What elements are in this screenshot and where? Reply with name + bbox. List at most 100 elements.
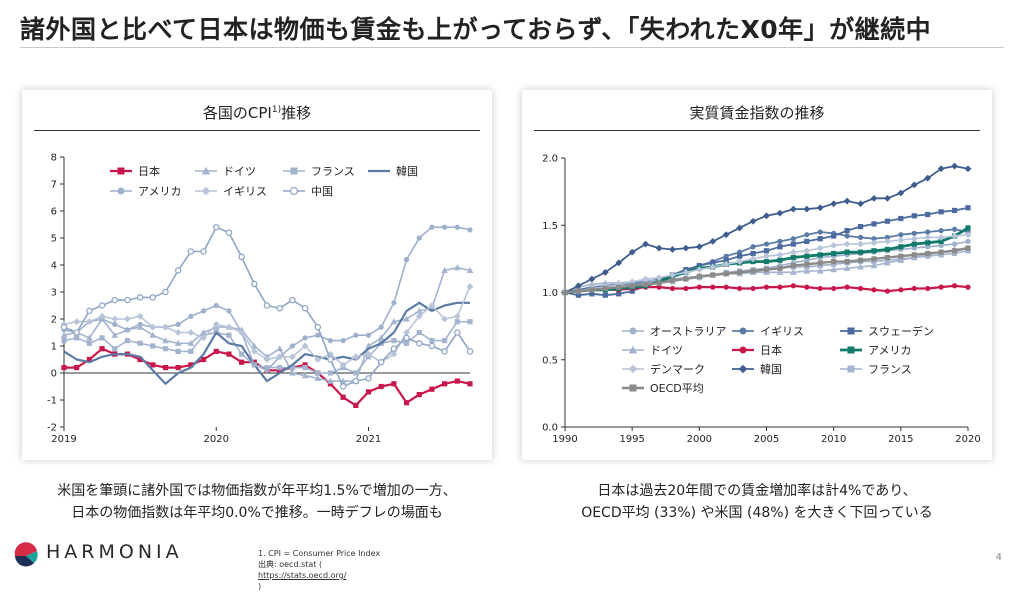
data-point — [709, 237, 717, 245]
data-point — [628, 248, 636, 256]
data-point — [817, 236, 823, 242]
data-point — [124, 327, 131, 333]
data-point — [642, 240, 649, 248]
data-point — [736, 224, 744, 232]
data-point — [925, 253, 931, 259]
legend-label: デンマーク — [650, 362, 705, 376]
cpi-caption-line-1: 米国を筆頭に諸外国では物価指数が年平均1.5%で増加の一方、 — [57, 483, 457, 499]
data-point — [924, 174, 932, 182]
data-point — [965, 225, 971, 231]
legend-label: 日本 — [138, 164, 160, 178]
data-point — [378, 383, 384, 390]
x-tick-label: 2021 — [356, 434, 381, 445]
data-point — [790, 263, 796, 269]
data-point — [340, 338, 346, 344]
data-point — [898, 256, 904, 262]
data-point — [924, 233, 932, 241]
data-point — [951, 162, 958, 170]
data-point — [938, 284, 944, 290]
data-point — [124, 338, 131, 344]
data-point — [803, 205, 811, 213]
data-point — [187, 248, 195, 255]
data-point — [365, 389, 372, 395]
data-point — [804, 261, 810, 267]
legend-swatch-marker — [289, 186, 299, 196]
source-prefix: 出典: oecd.stat ( — [258, 560, 323, 569]
data-point — [804, 238, 810, 244]
data-point — [352, 377, 360, 385]
data-point — [643, 281, 649, 288]
data-point — [377, 334, 385, 341]
data-point — [736, 258, 744, 265]
data-point — [429, 224, 435, 230]
data-point — [737, 269, 743, 275]
data-point — [301, 304, 309, 312]
data-point — [124, 315, 131, 323]
data-point — [415, 312, 423, 320]
data-point — [925, 285, 931, 292]
x-tick-label: 2010 — [821, 434, 846, 445]
x-tick-label: 2020 — [955, 434, 980, 445]
data-point — [937, 165, 945, 173]
data-point — [162, 365, 169, 371]
data-point — [898, 253, 904, 259]
data-point — [777, 257, 783, 263]
data-point — [188, 313, 194, 319]
legend-label: 韓国 — [396, 165, 418, 178]
data-point — [73, 329, 80, 336]
series-10 — [562, 245, 971, 296]
y-tick-label: 5 — [51, 234, 57, 245]
data-point — [416, 329, 422, 336]
data-point — [951, 232, 958, 240]
data-point — [816, 267, 824, 274]
data-point — [655, 244, 663, 252]
data-point — [453, 312, 461, 320]
legend-label: ドイツ — [650, 344, 683, 357]
data-point — [669, 277, 676, 283]
legend-item: OECD平均 — [622, 382, 704, 395]
legend-swatch-marker — [290, 167, 298, 175]
data-point — [656, 284, 662, 290]
legend-item: デンマーク — [622, 362, 705, 376]
data-point — [327, 356, 334, 363]
data-point — [391, 300, 397, 306]
data-point — [777, 265, 783, 271]
data-point — [710, 284, 716, 290]
data-point — [175, 348, 181, 354]
data-point — [642, 275, 649, 283]
data-point — [857, 257, 864, 263]
data-point — [61, 338, 67, 344]
data-point — [124, 296, 131, 304]
data-point — [750, 244, 756, 250]
data-point — [442, 381, 448, 387]
x-tick-label: 1990 — [552, 434, 577, 445]
data-point — [60, 331, 68, 338]
data-point — [562, 289, 568, 296]
data-point — [938, 242, 944, 249]
data-point — [276, 304, 283, 312]
data-point — [238, 253, 245, 261]
data-point — [951, 248, 958, 254]
legend-item: フランス — [840, 363, 912, 376]
data-point — [830, 200, 838, 208]
data-point — [898, 232, 904, 238]
data-point — [911, 285, 917, 292]
data-point — [288, 369, 296, 376]
data-point — [669, 271, 676, 279]
data-point — [616, 284, 622, 290]
legend-swatch-marker — [201, 166, 211, 175]
data-point — [188, 348, 194, 354]
data-point — [150, 362, 156, 368]
data-point — [763, 284, 770, 290]
data-point — [789, 248, 797, 256]
cpi-title-rule — [34, 130, 480, 131]
data-point — [682, 244, 690, 252]
data-point — [910, 235, 918, 243]
data-point — [264, 367, 270, 373]
legend-label: アメリカ — [868, 344, 911, 357]
data-point — [454, 319, 460, 325]
legend-item: スウェーデン — [840, 324, 934, 338]
y-tick-label: 1.5 — [542, 221, 558, 232]
legend-swatch-marker — [847, 346, 855, 354]
data-point — [965, 245, 971, 251]
